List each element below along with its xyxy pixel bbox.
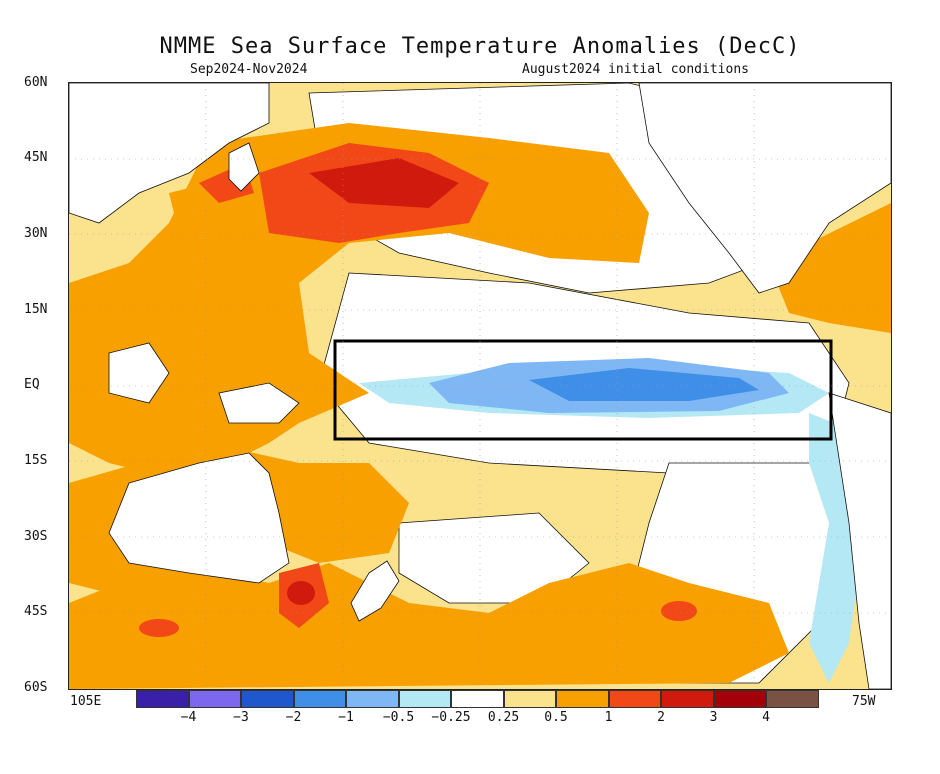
colorbar-swatch-4 [346, 690, 399, 708]
land-japan [228, 142, 260, 192]
colorbar [136, 690, 819, 708]
sst-anomaly-map [68, 82, 892, 690]
colorbar-swatch-6 [451, 690, 504, 708]
lat-label-30s: 30S [24, 529, 48, 544]
lon-label-105e: 105E [70, 694, 102, 709]
colorbar-swatch-2 [241, 690, 294, 708]
orange-south [69, 563, 789, 689]
land-maritime-continent [108, 342, 300, 424]
land-new-zealand [350, 560, 400, 622]
colorbar-swatch-8 [556, 690, 609, 708]
colorbar-swatch-12 [766, 690, 819, 708]
lat-label-15n: 15N [24, 302, 48, 317]
nino_box [333, 339, 833, 441]
colorbar-swatch-10 [661, 690, 714, 708]
colorbar-swatch-0 [136, 690, 189, 708]
lat-label-15s: 15S [24, 453, 48, 468]
chart-title: NMME Sea Surface Temperature Anomalies (… [159, 34, 801, 59]
colorbar-swatch-3 [293, 690, 346, 708]
colorbar-tick-2: −2 [285, 710, 302, 725]
initial-conditions: August2024 initial conditions [522, 62, 749, 77]
colorbar-tick-4: −0.5 [382, 710, 415, 725]
colorbar-swatch-7 [503, 690, 556, 708]
lat-label-30n: 30N [24, 226, 48, 241]
land-asia-north [69, 83, 270, 224]
midblue_cool [529, 368, 759, 401]
colorbar-tick-5: −0.25 [431, 710, 471, 725]
orange-caribbean [769, 203, 891, 333]
colorbar-swatch-1 [188, 690, 241, 708]
colorbar-tick-1: −3 [233, 710, 249, 725]
colorbar-tick-8: 1 [604, 710, 613, 725]
forecast-period: Sep2024-Nov2024 [190, 62, 308, 77]
colorbar-tick-10: 3 [709, 710, 718, 725]
colorbar-swatch-11 [713, 690, 766, 708]
land-north-america [638, 83, 891, 294]
darkred_warm [309, 158, 459, 208]
lon-label-75w: 75W [852, 694, 876, 709]
darkred-tasman [287, 581, 315, 605]
colorbar-swatch-9 [608, 690, 661, 708]
colorbar-tick-11: 4 [762, 710, 770, 725]
land-australia [108, 452, 290, 584]
colorbar-swatch-5 [398, 690, 451, 708]
colorbar-tick-7: 0.5 [544, 710, 568, 725]
lat-label-60n: 60N [24, 75, 48, 90]
red-south-1 [139, 619, 179, 637]
colorbar-tick-9: 2 [657, 710, 665, 725]
graticule [69, 83, 891, 689]
lat-label-45n: 45N [24, 150, 48, 165]
colorbar-tick-6: 0.25 [487, 710, 520, 725]
lat-label-eq: EQ [24, 377, 40, 392]
colorbar-tick-0: −4 [180, 710, 197, 725]
lat-label-45s: 45S [24, 604, 48, 619]
land-south-america [828, 392, 891, 689]
lat-label-60s: 60S [24, 680, 48, 695]
colorbar-tick-3: −1 [338, 710, 354, 725]
map-svg [69, 83, 891, 689]
red-south-2 [661, 601, 697, 621]
